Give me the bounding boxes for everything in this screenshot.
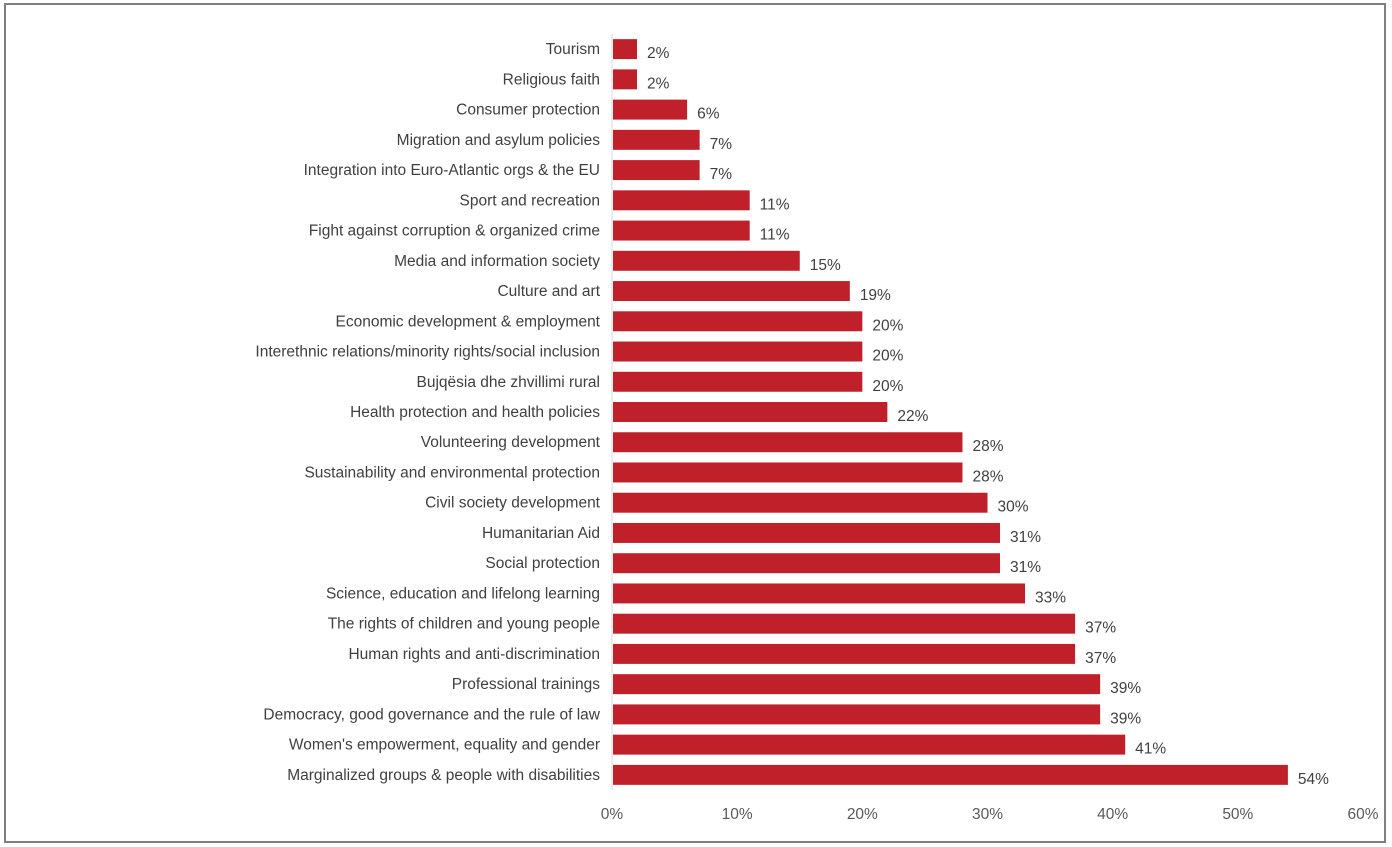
category-label: Integration into Euro-Atlantic orgs & th… — [304, 162, 600, 179]
bar — [613, 704, 1101, 725]
value-label: 37% — [1085, 620, 1116, 637]
category-label: Consumer protection — [456, 102, 600, 119]
bar — [613, 764, 1288, 785]
value-label: 22% — [897, 408, 928, 425]
bar — [613, 522, 1001, 543]
value-label: 33% — [1035, 589, 1066, 606]
bar — [613, 39, 638, 60]
value-label: 31% — [1010, 529, 1041, 546]
category-label: Fight against corruption & organized cri… — [309, 223, 600, 240]
x-tick-label: 20% — [847, 806, 878, 823]
x-tick-label: 10% — [722, 806, 753, 823]
category-label: Health protection and health policies — [350, 404, 600, 421]
category-label: Democracy, good governance and the rule … — [263, 706, 600, 723]
value-label: 28% — [972, 468, 1003, 485]
labels-layer: Tourism 2% Religious faith 2% Consumer prote… — [255, 41, 1329, 788]
bar — [613, 311, 863, 332]
bar — [613, 432, 963, 453]
x-tick-label: 50% — [1222, 806, 1253, 823]
bar — [613, 341, 863, 362]
bar — [613, 371, 863, 392]
value-label: 11% — [760, 227, 790, 244]
value-label: 11% — [760, 196, 790, 213]
chart-frame: 0% 10% 20% 30% 40% 50% 60% Tourism 2% Religious … — [4, 3, 1386, 843]
category-label: Civil society development — [425, 495, 601, 512]
bar-chart: 0% 10% 20% 30% 40% 50% 60% Tourism 2% Religious … — [255, 34, 1379, 823]
category-label: Migration and asylum policies — [397, 132, 601, 149]
category-label: Professional trainings — [452, 676, 600, 693]
category-label: Interethnic relations/minority rights/so… — [255, 344, 600, 361]
value-label: 6% — [697, 106, 720, 123]
value-label: 37% — [1085, 650, 1116, 667]
bar — [613, 250, 800, 271]
category-label: Media and information society — [394, 253, 600, 270]
value-label: 7% — [710, 166, 733, 183]
category-label: Economic development & employment — [336, 313, 601, 330]
axis-layer: 0% 10% 20% 30% 40% 50% 60% — [601, 34, 1379, 823]
category-label: Science, education and lifelong learning — [326, 585, 600, 602]
value-label: 39% — [1110, 710, 1141, 727]
value-label: 41% — [1135, 741, 1166, 758]
bar — [613, 643, 1076, 664]
bar — [613, 553, 1001, 574]
x-tick-label: 60% — [1347, 806, 1378, 823]
value-label: 20% — [872, 317, 903, 334]
value-label: 2% — [647, 45, 670, 62]
value-label: 19% — [860, 287, 891, 304]
category-label: Culture and art — [497, 283, 600, 300]
value-label: 39% — [1110, 680, 1141, 697]
bar — [613, 583, 1026, 604]
category-label: Human rights and anti-discrimination — [348, 646, 600, 663]
value-label: 20% — [872, 348, 903, 365]
value-label: 54% — [1298, 771, 1329, 788]
value-label: 31% — [1010, 559, 1041, 576]
value-label: 30% — [998, 499, 1029, 516]
category-label: Volunteering development — [421, 434, 601, 451]
bar — [613, 220, 750, 241]
value-label: 20% — [872, 378, 903, 395]
x-tick-label: 0% — [601, 806, 624, 823]
value-label: 28% — [972, 438, 1003, 455]
bar — [613, 613, 1076, 634]
value-label: 7% — [710, 136, 733, 153]
x-tick-label: 40% — [1097, 806, 1128, 823]
bar — [613, 492, 988, 513]
bar — [613, 160, 700, 181]
bar — [613, 674, 1101, 695]
bar — [613, 402, 888, 422]
category-label: Bujqësia dhe zhvillimi rural — [417, 374, 601, 391]
value-label: 2% — [647, 75, 670, 92]
value-label: 15% — [810, 257, 841, 274]
bar — [613, 129, 700, 150]
category-label: Religious faith — [503, 71, 600, 88]
category-label: Humanitarian Aid — [482, 525, 600, 542]
category-label: Social protection — [485, 555, 600, 572]
bar — [613, 462, 963, 483]
category-label: Women's empowerment, equality and gender — [289, 737, 600, 754]
bar — [613, 69, 638, 90]
category-label: The rights of children and young people — [328, 616, 600, 633]
bar — [613, 281, 850, 302]
category-label: Marginalized groups & people with disabi… — [287, 767, 600, 784]
x-tick-label: 30% — [972, 806, 1003, 823]
category-label: Tourism — [546, 41, 600, 58]
category-label: Sport and recreation — [460, 192, 600, 209]
bar — [613, 99, 688, 120]
category-label: Sustainability and environmental protect… — [304, 464, 600, 481]
bar — [613, 734, 1126, 755]
bars-layer — [613, 39, 1288, 785]
bar — [613, 190, 750, 211]
